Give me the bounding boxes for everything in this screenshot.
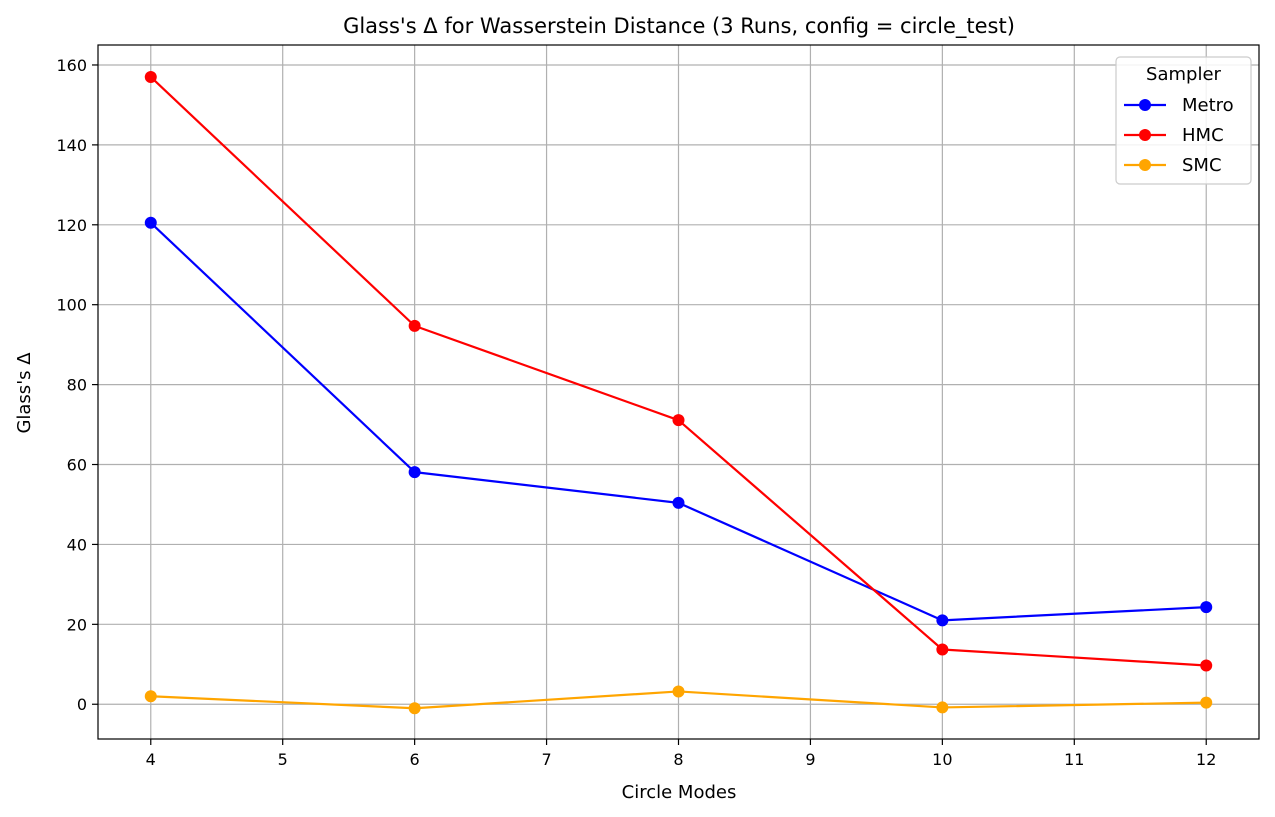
y-tick-label: 120 <box>56 216 87 235</box>
y-tick-label: 40 <box>67 535 87 554</box>
x-tick-label: 9 <box>805 750 815 769</box>
legend-item-hmc: HMC <box>1124 125 1224 146</box>
data-point-smc <box>936 701 949 714</box>
data-point-metro <box>408 466 421 479</box>
x-axis-label: Circle Modes <box>622 782 737 803</box>
data-point-hmc <box>408 319 421 332</box>
legend-item-smc: SMC <box>1124 155 1222 176</box>
legend-swatch-marker <box>1139 99 1151 111</box>
data-point-metro <box>1200 601 1213 614</box>
legend-label-metro: Metro <box>1182 95 1234 116</box>
series-layer <box>144 70 1213 715</box>
data-point-smc <box>408 702 421 715</box>
data-point-smc <box>1200 696 1213 709</box>
y-tick-label: 0 <box>77 695 87 714</box>
data-point-hmc <box>936 643 949 656</box>
y-tick-label: 160 <box>56 56 87 75</box>
x-tick-label: 8 <box>673 750 683 769</box>
chart-title: Glass's Δ for Wasserstein Distance (3 Ru… <box>343 14 1015 39</box>
y-axis: 0 20 40 60 80 100 120 140 160 <box>56 56 98 714</box>
y-tick-label: 100 <box>56 296 87 315</box>
data-point-metro <box>672 496 685 509</box>
x-tick-label: 5 <box>278 750 288 769</box>
legend-label-smc: SMC <box>1182 155 1222 176</box>
data-point-smc <box>144 690 157 703</box>
data-point-metro <box>936 614 949 627</box>
legend-box <box>1115 56 1252 185</box>
data-point-smc <box>672 685 685 698</box>
y-tick-label: 140 <box>56 136 87 155</box>
x-tick-label: 6 <box>410 750 420 769</box>
legend-swatch-marker <box>1139 129 1151 141</box>
data-point-hmc <box>144 70 157 83</box>
y-tick-label: 60 <box>67 456 87 475</box>
legend-label-hmc: HMC <box>1182 125 1224 146</box>
y-tick-label: 80 <box>67 376 87 395</box>
legend-item-metro: Metro <box>1124 95 1234 116</box>
data-point-hmc <box>672 414 685 427</box>
legend: Sampler Metro HMC SMC <box>1115 56 1252 185</box>
legend-title: Sampler <box>1146 64 1221 85</box>
x-tick-label: 11 <box>1064 750 1084 769</box>
data-point-hmc <box>1200 659 1213 672</box>
series-smc <box>144 685 1213 715</box>
x-axis: 4 5 6 7 8 9 10 11 12 <box>146 739 1216 769</box>
x-tick-label: 7 <box>541 750 551 769</box>
y-axis-label: Glass's Δ <box>14 352 35 434</box>
y-tick-label: 20 <box>67 615 87 634</box>
series-hmc <box>144 70 1213 672</box>
data-point-metro <box>144 216 157 229</box>
x-tick-label: 10 <box>932 750 952 769</box>
series-metro <box>144 216 1213 627</box>
x-tick-label: 4 <box>146 750 156 769</box>
legend-swatch-marker <box>1139 159 1151 171</box>
x-tick-label: 12 <box>1196 750 1216 769</box>
